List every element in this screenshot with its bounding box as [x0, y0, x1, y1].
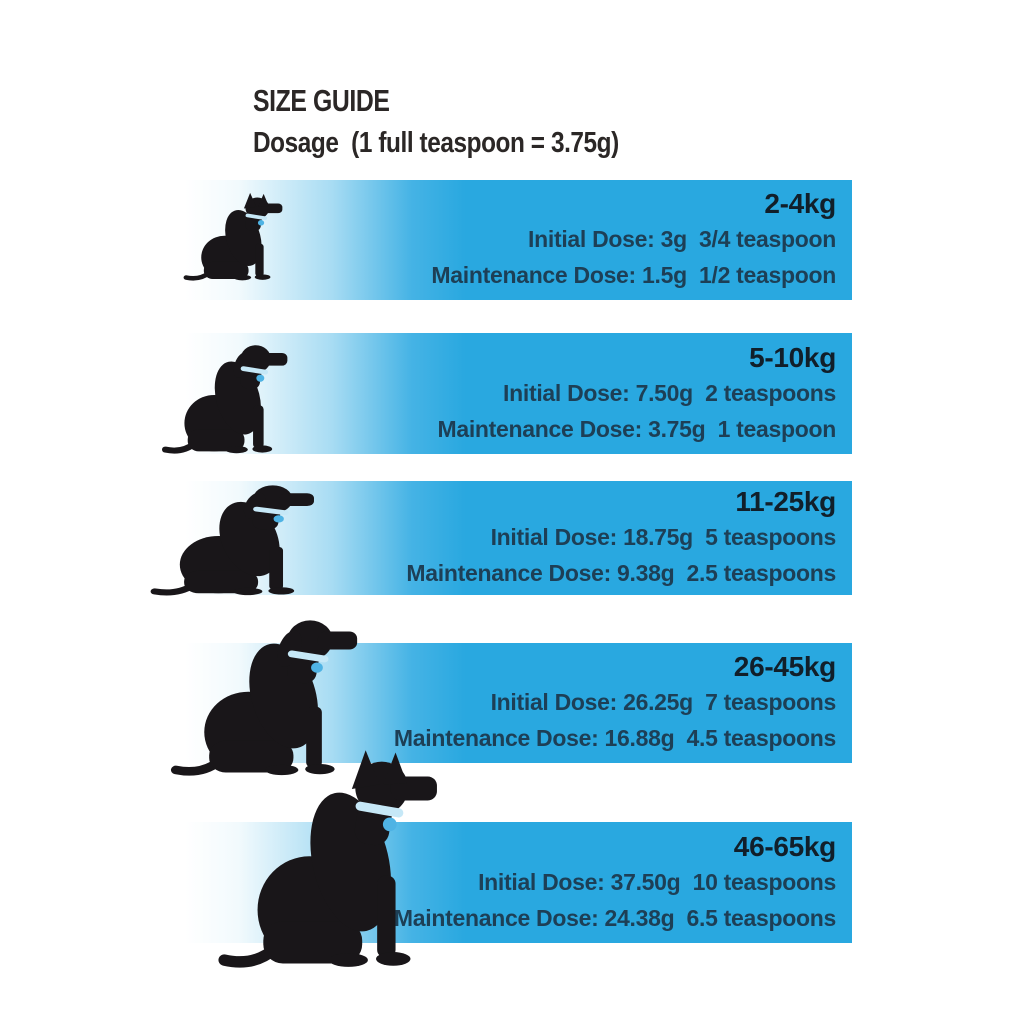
dosage-band-46-65kg: 46-65kg Initial Dose: 37.50g 10 teaspoon…: [185, 822, 852, 943]
page-title: SIZE GUIDE: [253, 83, 390, 118]
initial-dose-text: Initial Dose: 18.75g 5 teaspoons: [490, 524, 837, 550]
maintenance-dose-text: Maintenance Dose: 9.38g 2.5 teaspoons: [406, 560, 836, 586]
dosage-band-text: 26-45kg Initial Dose: 26.25g 7 teaspoons…: [185, 643, 852, 763]
dosage-band-26-45kg: 26-45kg Initial Dose: 26.25g 7 teaspoons…: [185, 643, 852, 763]
dosage-band-text: 2-4kg Initial Dose: 3g 3/4 teaspoon Main…: [185, 180, 852, 300]
initial-dose-text: Initial Dose: 26.25g 7 teaspoons: [490, 689, 837, 715]
weight-range-label: 5-10kg: [749, 341, 836, 373]
maintenance-dose-text: Maintenance Dose: 16.88g 4.5 teaspoons: [393, 725, 836, 751]
weight-range-label: 2-4kg: [764, 188, 836, 219]
dosage-subtitle: Dosage (1 full teaspoon = 3.75g): [253, 127, 619, 159]
maintenance-dose-text: Maintenance Dose: 3.75g 1 teaspoon: [437, 415, 836, 442]
weight-range-label: 46-65kg: [733, 830, 837, 862]
dosage-band-11-25kg: 11-25kg Initial Dose: 18.75g 5 teaspoons…: [185, 481, 852, 595]
initial-dose-text: Initial Dose: 37.50g 10 teaspoons: [478, 868, 836, 895]
dosage-band-text: 11-25kg Initial Dose: 18.75g 5 teaspoons…: [185, 481, 852, 595]
dosage-band-2-4kg: 2-4kg Initial Dose: 3g 3/4 teaspoon Main…: [185, 180, 852, 300]
initial-dose-text: Initial Dose: 7.50g 2 teaspoons: [503, 379, 836, 406]
title-block: SIZE GUIDE Dosage (1 full teaspoon = 3.7…: [253, 84, 689, 160]
initial-dose-text: Initial Dose: 3g 3/4 teaspoon: [528, 226, 836, 252]
dosage-band-text: 46-65kg Initial Dose: 37.50g 10 teaspoon…: [185, 822, 852, 943]
maintenance-dose-text: Maintenance Dose: 1.5g 1/2 teaspoon: [431, 262, 836, 288]
maintenance-dose-text: Maintenance Dose: 24.38g 6.5 teaspoons: [393, 904, 836, 931]
dosage-band-text: 5-10kg Initial Dose: 7.50g 2 teaspoons M…: [185, 333, 852, 454]
weight-range-label: 26-45kg: [733, 651, 837, 682]
dosage-band-5-10kg: 5-10kg Initial Dose: 7.50g 2 teaspoons M…: [185, 333, 852, 454]
weight-range-label: 11-25kg: [735, 486, 836, 517]
